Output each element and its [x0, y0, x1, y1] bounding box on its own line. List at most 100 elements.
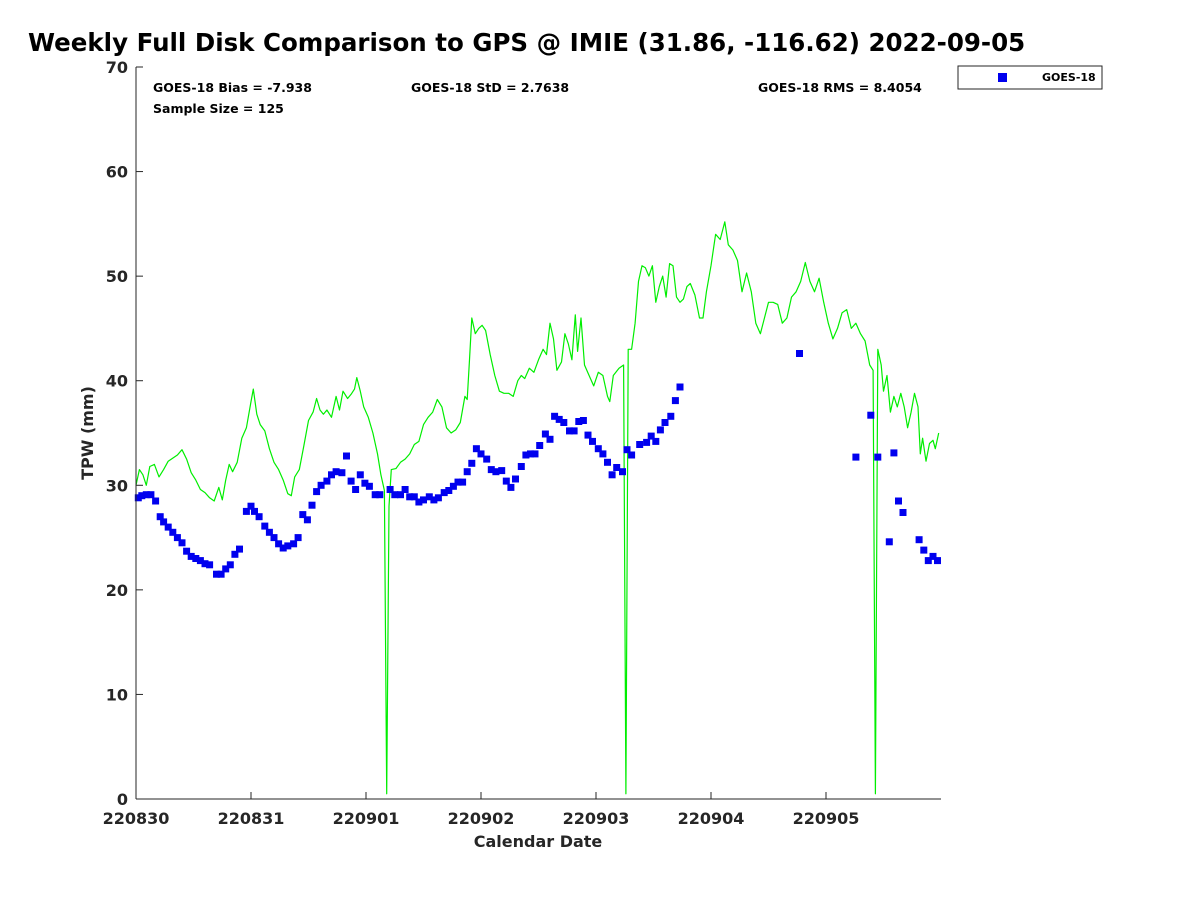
x-tick-label: 220902	[448, 809, 515, 828]
goes18-point	[343, 452, 350, 460]
goes18-point	[328, 471, 335, 479]
goes18-point	[676, 383, 684, 391]
legend-label: GOES-18	[1042, 71, 1096, 84]
goes18-point	[247, 502, 255, 510]
chart-title: Weekly Full Disk Comparison to GPS @ IMI…	[28, 28, 1026, 57]
x-tick-label: 220831	[218, 809, 285, 828]
y-tick-label: 70	[106, 58, 128, 77]
goes18-point	[661, 419, 669, 426]
goes18-point	[410, 493, 418, 501]
goes18-point	[619, 468, 626, 476]
goes18-point	[920, 546, 928, 554]
goes18-point	[575, 418, 583, 425]
goes18-point	[270, 534, 278, 542]
goes18-point	[430, 496, 438, 504]
goes18-point	[623, 446, 631, 454]
goes18-point	[187, 552, 195, 560]
y-axis: 0 10 20 30 40 50 60 70	[106, 58, 143, 809]
goes18-point	[323, 477, 331, 485]
goes18-point	[290, 540, 298, 548]
goes18-point	[527, 450, 534, 458]
goes-points-layer	[134, 350, 941, 578]
goes18-point	[671, 397, 679, 405]
x-tick-label: 220901	[333, 809, 400, 828]
x-tick-label: 220903	[563, 809, 630, 828]
goes18-point	[251, 507, 258, 515]
goes18-point	[440, 489, 448, 497]
y-tick-label: 10	[106, 685, 128, 704]
y-tick-label: 20	[106, 581, 128, 600]
goes18-point	[885, 538, 893, 546]
goes18-point	[628, 451, 636, 459]
bias-stat: GOES-18 Bias = -7.938	[153, 80, 312, 95]
goes18-point	[636, 441, 644, 448]
goes18-point	[160, 518, 168, 526]
goes18-point	[531, 450, 539, 458]
plot-area	[136, 67, 941, 799]
goes18-point	[463, 468, 471, 476]
goes18-point	[541, 430, 549, 438]
goes18-point	[255, 513, 263, 521]
goes18-point	[536, 442, 544, 449]
goes18-point	[468, 459, 476, 467]
legend: GOES-18	[957, 65, 1103, 90]
goes18-point	[361, 479, 369, 487]
gps-line-layer	[135, 221, 940, 795]
goes18-point	[284, 542, 292, 550]
goes18-point	[915, 536, 923, 544]
goes18-point	[492, 468, 500, 476]
goes18-point	[169, 528, 177, 536]
goes18-point	[445, 487, 453, 494]
goes18-point	[483, 455, 491, 463]
goes18-point	[279, 544, 287, 552]
goes18-point	[332, 468, 340, 476]
goes18-point	[365, 482, 373, 490]
goes18-point	[566, 427, 573, 435]
goes18-point	[196, 557, 204, 565]
std-stat: GOES-18 StD = 2.7638	[411, 80, 569, 95]
x-axis: 220830 220831 220901 220902 220903 220904 2209…	[103, 792, 860, 828]
y-tick-label: 40	[106, 372, 128, 391]
goes18-point	[546, 435, 554, 443]
goes18-point	[201, 560, 209, 568]
goes18-point	[852, 453, 860, 461]
goes18-point	[275, 540, 283, 548]
goes18-point	[459, 478, 467, 486]
goes18-point	[579, 417, 587, 424]
y-tick-label: 60	[106, 163, 128, 182]
goes18-point	[594, 445, 602, 453]
goes18-point	[313, 488, 321, 496]
x-tick-label: 220830	[103, 809, 170, 828]
y-axis-label: TPW (mm)	[78, 386, 97, 480]
goes18-point	[867, 411, 875, 419]
goes18-point	[265, 528, 273, 536]
gps-tpw-line	[135, 221, 940, 795]
goes18-point	[376, 491, 384, 499]
goes18-point	[656, 426, 664, 434]
y-tick-label: 50	[106, 267, 128, 286]
goes18-point	[874, 453, 882, 461]
goes18-point	[178, 539, 186, 547]
goes18-point	[401, 486, 409, 493]
goes18-point	[173, 534, 181, 542]
legend-marker-square	[998, 73, 1007, 82]
goes18-point	[415, 498, 423, 506]
x-tick-label: 220905	[793, 809, 860, 828]
goes18-point	[152, 497, 160, 505]
goes18-point	[647, 432, 655, 440]
goes18-point	[231, 550, 239, 558]
goes18-point	[183, 547, 191, 555]
goes18-point	[294, 534, 302, 542]
goes18-point	[242, 507, 250, 515]
goes18-point	[406, 493, 414, 501]
goes18-point	[217, 570, 225, 578]
goes18-point	[551, 412, 559, 420]
goes18-point	[560, 419, 568, 426]
goes18-point	[356, 471, 364, 479]
goes18-point	[222, 565, 230, 573]
goes18-point	[890, 449, 898, 457]
goes18-point	[338, 469, 346, 477]
goes18-point	[206, 561, 214, 569]
goes18-point	[391, 491, 399, 499]
